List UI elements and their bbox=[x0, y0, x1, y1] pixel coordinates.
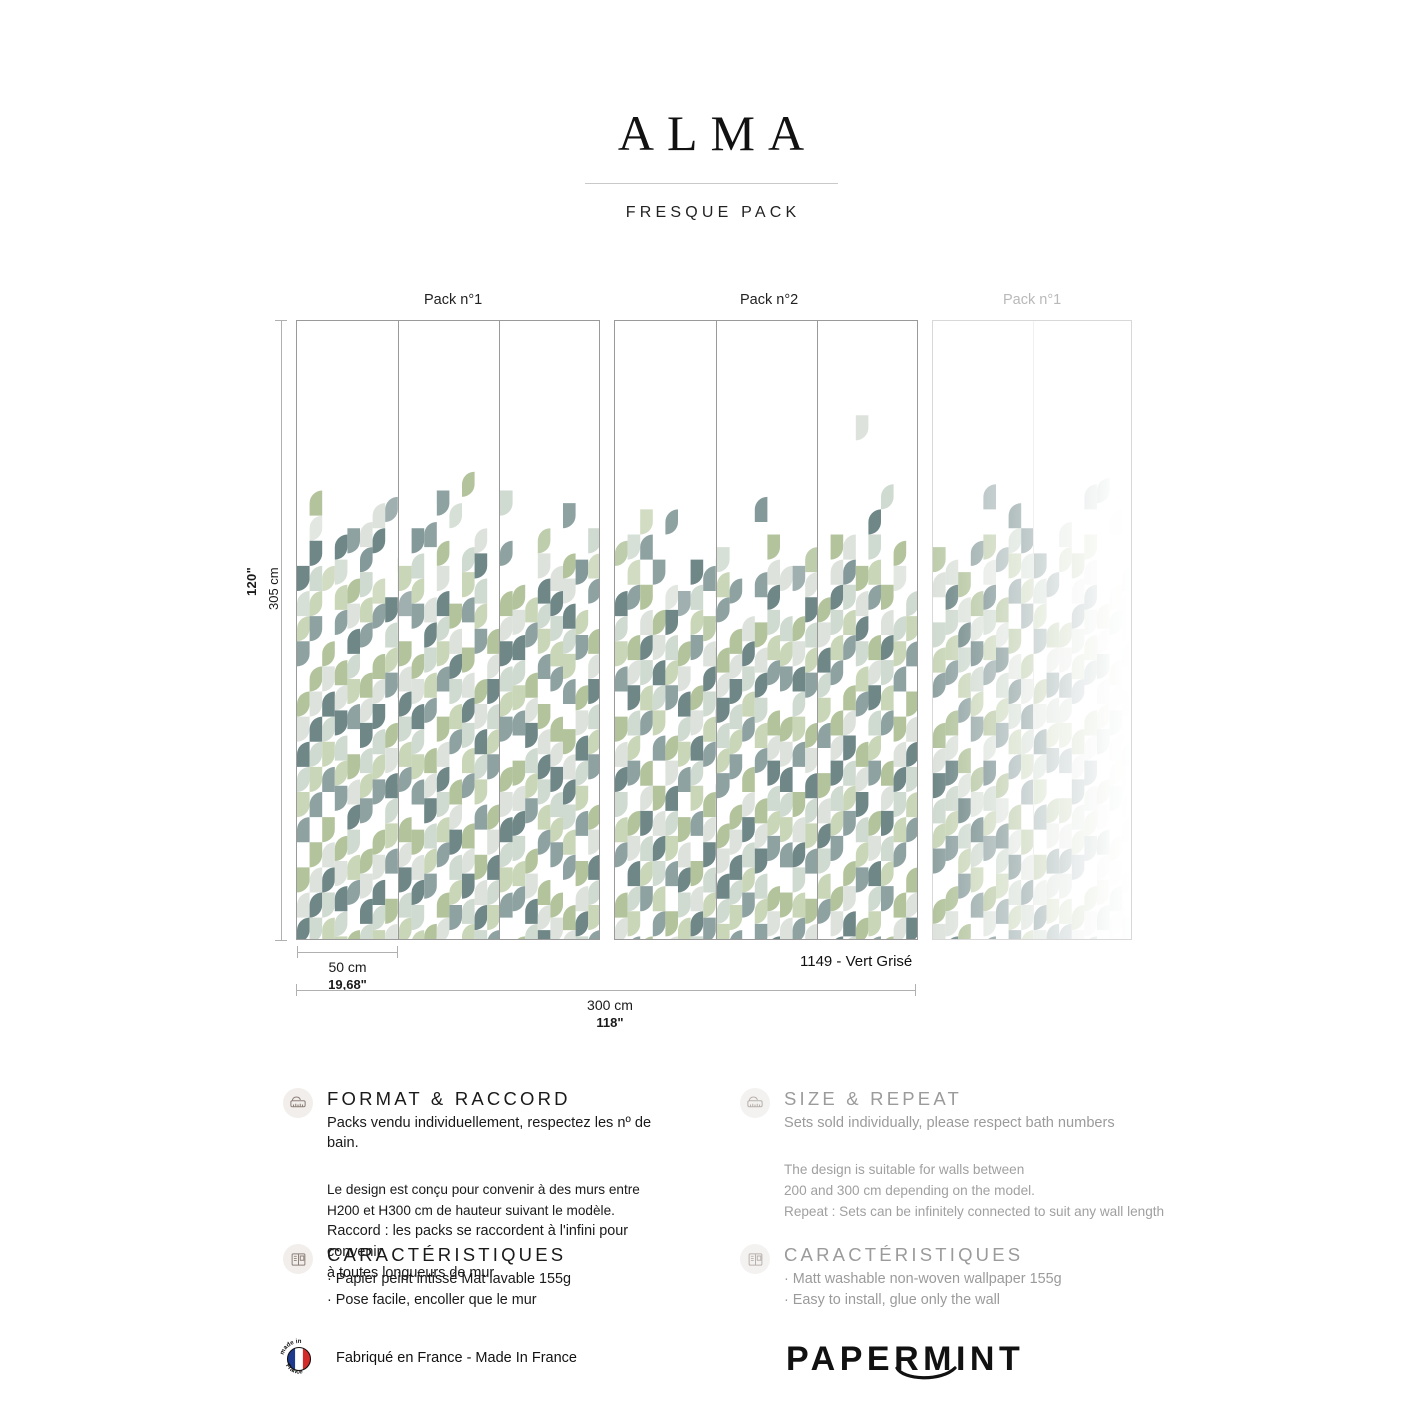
total-tick-left bbox=[296, 984, 297, 996]
section-title: CARACTÉRISTIQUES bbox=[327, 1244, 567, 1265]
strip-2-2 bbox=[716, 321, 818, 939]
pattern-art bbox=[933, 484, 1033, 939]
pattern-art bbox=[399, 471, 500, 939]
made-in-france-icon: made in France bbox=[278, 1338, 320, 1380]
strip-2-3 bbox=[817, 321, 917, 939]
ruler-icon bbox=[740, 1088, 770, 1118]
size-line-1: The design is suitable for walls between bbox=[784, 1162, 1025, 1177]
section-bullets: · Papier peint intissé Mat lavable 155g … bbox=[327, 1269, 571, 1311]
height-label-cm: 305 cm bbox=[266, 567, 281, 610]
strip-3-1 bbox=[933, 321, 1033, 939]
total-tick-right bbox=[915, 984, 916, 996]
pattern-art bbox=[615, 509, 716, 939]
pack-label-3: Pack n°1 bbox=[1003, 292, 1062, 308]
strip-tick-right bbox=[397, 946, 398, 958]
feature-en-1: · Matt washable non-woven wallpaper 155g bbox=[784, 1271, 1062, 1287]
section-paragraph: The design is suitable for walls between… bbox=[784, 1159, 1164, 1222]
strip-3-2 bbox=[1033, 321, 1131, 939]
feature-fr-1: · Papier peint intissé Mat lavable 155g bbox=[327, 1271, 571, 1287]
strip-1-2 bbox=[398, 321, 500, 939]
section-title: SIZE & REPEAT bbox=[784, 1088, 962, 1109]
format-line-4: à toutes longueurs de mur bbox=[327, 1265, 495, 1281]
section-title: CARACTÉRISTIQUES bbox=[784, 1244, 1024, 1265]
brand-logo: PAPERMINT bbox=[786, 1340, 1024, 1380]
section-bullets: · Matt washable non-woven wallpaper 155g… bbox=[784, 1269, 1062, 1311]
ruler-icon bbox=[283, 1088, 313, 1118]
total-cm: 300 cm bbox=[587, 997, 633, 1013]
format-line-1: Le design est conçu pour convenir à des … bbox=[327, 1182, 640, 1197]
strip-1-3 bbox=[499, 321, 599, 939]
brand-swoosh-icon bbox=[895, 1366, 957, 1380]
title-divider bbox=[585, 183, 838, 184]
pattern-art bbox=[1034, 477, 1131, 939]
strip-dimension-label: 50 cm 19,68" bbox=[297, 958, 398, 994]
feature-en-2: · Easy to install, glue only the wall bbox=[784, 1292, 1000, 1308]
pattern-art bbox=[818, 415, 917, 939]
page-title: ALMA bbox=[617, 105, 818, 161]
strip-tick-left bbox=[297, 946, 298, 958]
pack-group-1 bbox=[296, 320, 600, 940]
wallpaper-roll-icon bbox=[740, 1244, 770, 1274]
pattern-art bbox=[297, 490, 398, 939]
height-tick-top bbox=[275, 320, 287, 321]
wallpaper-roll-icon bbox=[283, 1244, 313, 1274]
height-label-inch: 120" bbox=[244, 566, 259, 596]
pack-label-2: Pack n°2 bbox=[740, 292, 799, 308]
made-in-france-text: Fabriqué en France - Made In France bbox=[336, 1350, 577, 1366]
size-line-3: Repeat : Sets can be infinitely connecte… bbox=[784, 1204, 1165, 1219]
section-subtitle: Sets sold individually, please respect b… bbox=[784, 1115, 1115, 1131]
section-subtitle: Packs vendu individuellement, respectez … bbox=[327, 1115, 652, 1151]
format-line-3: Raccord : les packs se raccordent à l'in… bbox=[327, 1223, 629, 1260]
height-dimension-line bbox=[281, 320, 282, 940]
strip-cm: 50 cm bbox=[328, 959, 367, 975]
pack-group-2 bbox=[614, 320, 918, 940]
section-title: FORMAT & RACCORD bbox=[327, 1088, 571, 1109]
pack-label-1: Pack n°1 bbox=[424, 292, 483, 308]
total-dimension-label: 300 cm 118" bbox=[545, 996, 675, 1032]
section-paragraph: Le design est conçu pour convenir à des … bbox=[327, 1179, 683, 1284]
total-inch: 118" bbox=[596, 1015, 624, 1030]
height-tick-bottom bbox=[275, 940, 287, 941]
total-dimension-line bbox=[296, 990, 916, 991]
strip-inch: 19,68" bbox=[328, 977, 367, 992]
strip-2-1 bbox=[615, 321, 716, 939]
strip-1-1 bbox=[297, 321, 398, 939]
pattern-art bbox=[717, 496, 818, 939]
feature-fr-2: · Pose facile, encoller que le mur bbox=[327, 1292, 537, 1308]
format-line-2: H200 et H300 cm de hauteur suivant le mo… bbox=[327, 1203, 615, 1218]
pattern-art bbox=[500, 490, 599, 939]
color-reference: 1149 - Vert Grisé bbox=[800, 953, 913, 970]
pack-group-3 bbox=[932, 320, 1132, 940]
strip-dimension-line bbox=[297, 952, 398, 953]
page-subtitle: FRESQUE PACK bbox=[625, 204, 801, 221]
size-line-2: 200 and 300 cm depending on the model. bbox=[784, 1183, 1035, 1198]
